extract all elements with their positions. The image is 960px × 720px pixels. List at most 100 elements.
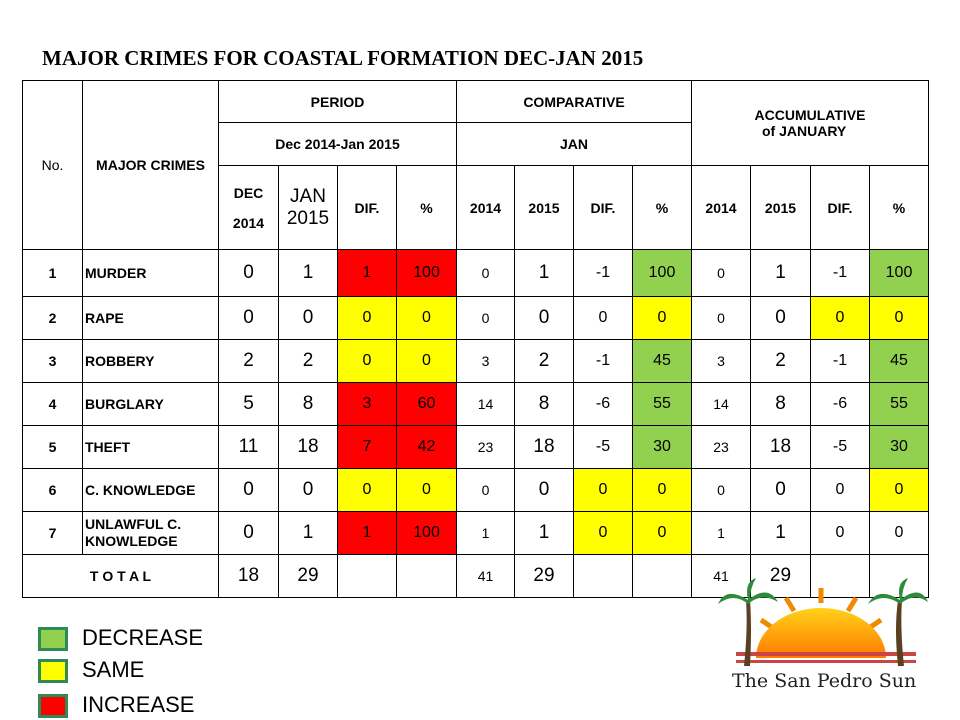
value-cell: 0 — [337, 468, 397, 512]
horizon — [736, 652, 916, 656]
value: 3 — [362, 395, 372, 412]
value: 45 — [653, 352, 671, 369]
value: 23 — [477, 439, 494, 455]
value: -5 — [595, 438, 611, 455]
value: 45 — [890, 352, 908, 369]
value: -1 — [832, 264, 848, 281]
value: 0 — [422, 352, 431, 369]
value-cell: 0 — [278, 468, 338, 512]
value: 0 — [422, 309, 431, 326]
value-cell: 23 — [456, 425, 515, 469]
logo-graphic — [718, 578, 928, 666]
value: 30 — [890, 438, 908, 455]
value: 0 — [775, 307, 786, 328]
value: 29 — [533, 565, 555, 586]
value: 55 — [890, 395, 908, 412]
palm-left — [718, 578, 778, 666]
value-cell — [396, 554, 457, 598]
value-cell: 1 — [514, 511, 574, 555]
value: 8 — [538, 393, 550, 414]
value: 0 — [775, 479, 786, 500]
value-cell: -6 — [573, 382, 633, 426]
value: 0 — [598, 524, 608, 541]
value-cell: 0 — [514, 468, 574, 512]
header-cell: 2015 — [750, 165, 811, 250]
value-cell: 1 — [514, 249, 574, 297]
header-cell: DIF. — [337, 165, 397, 250]
value: 29 — [769, 565, 792, 586]
row-number: 5 — [22, 425, 83, 469]
header-cell: COMPARATIVE — [456, 80, 692, 123]
value-cell: 2 — [514, 339, 574, 383]
value-cell: 45 — [632, 339, 692, 383]
value-cell: 0 — [810, 296, 870, 340]
value-cell: 11 — [218, 425, 279, 469]
value-cell: 100 — [396, 511, 457, 555]
value: 1 — [717, 525, 725, 541]
logo-text: The San Pedro Sun — [732, 670, 917, 692]
value-cell: 0 — [632, 296, 692, 340]
value-cell: 0 — [337, 296, 397, 340]
value-cell: 0 — [218, 511, 279, 555]
value-cell: 8 — [278, 382, 338, 426]
header-cell: JAN 2015 — [278, 165, 338, 250]
value: 18 — [533, 436, 555, 457]
value: 1 — [302, 262, 314, 283]
value: 0 — [835, 309, 845, 326]
value: 0 — [243, 479, 254, 500]
value-cell: 42 — [396, 425, 457, 469]
value: 8 — [775, 393, 786, 414]
value-cell: 3 — [337, 382, 397, 426]
value: 0 — [657, 309, 667, 326]
value: -1 — [595, 352, 611, 369]
header-cell: DEC 2014 — [218, 165, 279, 250]
value-cell: -1 — [810, 339, 870, 383]
value-cell: 18 — [218, 554, 279, 598]
sun — [756, 608, 886, 658]
row-number: 7 — [22, 511, 83, 555]
value-cell: 55 — [632, 382, 692, 426]
value: 0 — [538, 307, 550, 328]
value-cell: 14 — [691, 382, 751, 426]
column-header: DEC 2014 — [232, 184, 265, 231]
value: 11 — [238, 436, 259, 457]
value: 0 — [835, 481, 845, 498]
column-header: 2014 — [705, 199, 737, 216]
value-cell: 0 — [456, 468, 515, 512]
header-row: Dec 2014-Jan 2015 JAN — [23, 122, 929, 166]
value-cell: 1 — [750, 511, 811, 555]
value: -6 — [595, 395, 611, 412]
value: 3 — [717, 353, 725, 369]
value-cell: 2 — [278, 339, 338, 383]
value: 30 — [653, 438, 671, 455]
value: 0 — [243, 262, 254, 283]
value: 18 — [769, 436, 792, 457]
data-row: 5 THEFT 11 18 7 42 23 18 -5 30 23 18 -5 30 — [22, 425, 930, 469]
header-cell: No. — [22, 80, 83, 250]
value: 60 — [417, 395, 436, 412]
value-cell: 0 — [750, 296, 811, 340]
value: 41 — [477, 568, 494, 584]
value-cell: 1 — [691, 511, 751, 555]
header-cell: % — [868, 165, 930, 250]
header-cell: 2014 — [456, 165, 515, 250]
header-text: ACCUMULATIVE — [754, 107, 866, 123]
value-cell: 100 — [868, 249, 930, 297]
value: 18 — [237, 565, 260, 586]
crime-name: THEFT — [82, 425, 219, 469]
value-cell: -1 — [810, 249, 870, 297]
value-cell: 0 — [396, 339, 457, 383]
value-cell: 18 — [514, 425, 574, 469]
crime-table: No. MAJOR CRIMES PERIOD COMPARATIVE ACCUMULA… — [22, 80, 930, 598]
value-cell: 2 — [218, 339, 279, 383]
header-cell: PERIOD — [218, 80, 457, 123]
value-cell: 0 — [456, 296, 515, 340]
value: 2 — [243, 350, 254, 371]
value: 23 — [713, 439, 729, 455]
legend-swatch — [38, 694, 68, 718]
value: 0 — [243, 522, 254, 543]
value-cell: 41 — [691, 554, 751, 598]
value-cell: 0 — [396, 296, 457, 340]
value: 1 — [538, 262, 550, 283]
value: 0 — [538, 479, 550, 500]
